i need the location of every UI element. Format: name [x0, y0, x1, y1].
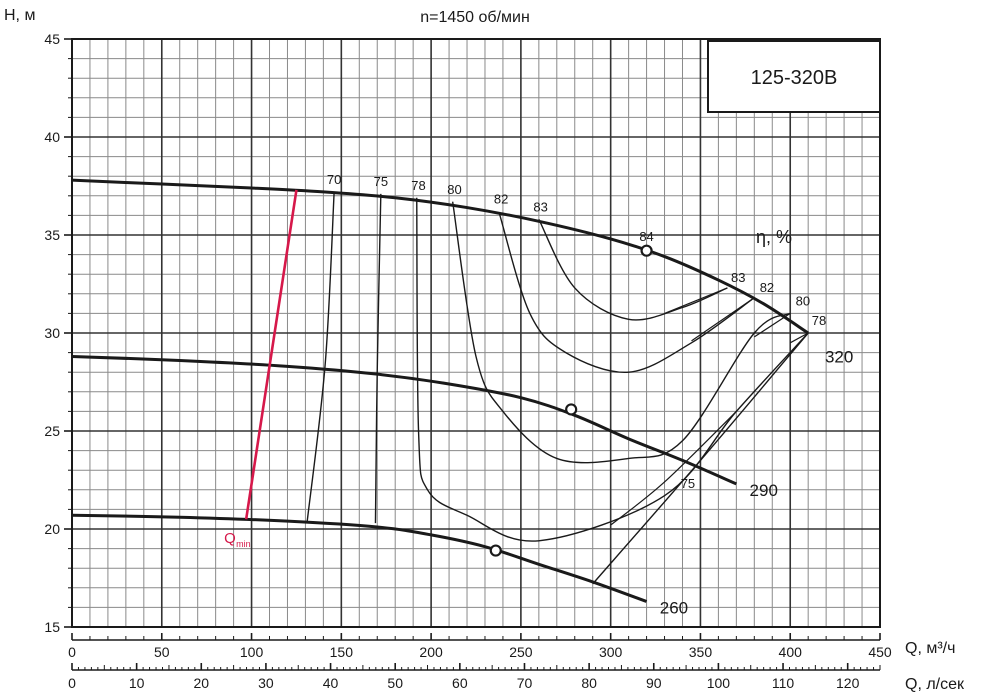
y-tick-label: 25: [44, 423, 60, 439]
x-tick-label: 300: [599, 644, 623, 660]
efficiency-title: η, %: [756, 227, 792, 247]
y-tick-label: 15: [44, 619, 60, 635]
y-tick-label: 45: [44, 31, 60, 47]
qmin-line: [244, 189, 298, 520]
efficiency-curve-80: [451, 201, 791, 464]
head-curve-320: [71, 178, 809, 335]
bep-marker-320: [640, 244, 653, 257]
x-tick-label: 250: [509, 644, 533, 660]
efficiency-connector: [789, 332, 809, 344]
efficiency-label-right-82: 82: [760, 280, 774, 295]
axes: [64, 38, 881, 671]
efficiency-curves: [306, 191, 809, 585]
qmin-label: Q: [224, 530, 236, 547]
x2-tick-label: 20: [193, 675, 209, 691]
efficiency-curve-78: [416, 197, 809, 542]
x-tick-label: 450: [868, 644, 892, 660]
y-tick-label: 20: [44, 521, 60, 537]
efficiency-curve-75: [374, 193, 382, 524]
x2-tick-label: 30: [258, 675, 274, 691]
efficiency-label-80: 80: [447, 182, 461, 197]
curve-label-260: 260: [660, 598, 688, 617]
efficiency-label-75-lower: 75: [681, 476, 695, 491]
y-axis-title: H, м: [4, 7, 35, 24]
bep-marker-260: [489, 544, 502, 557]
x-tick-label: 50: [154, 644, 170, 660]
efficiency-label-82: 82: [494, 192, 508, 207]
efficiency-label-83: 83: [533, 199, 547, 214]
efficiency-connector: [691, 297, 755, 342]
efficiency-curve-82: [498, 213, 755, 373]
grid-major: [71, 38, 881, 628]
x2-tick-label: 0: [68, 675, 76, 691]
curve-label-320: 320: [825, 348, 853, 367]
efficiency-connector: [664, 287, 728, 314]
x2-tick-label: 50: [387, 675, 403, 691]
y-tick-label: 30: [44, 325, 60, 341]
efficiency-curve-75-lower: [592, 332, 809, 585]
y-tick-label: 40: [44, 129, 60, 145]
x2-tick-label: 90: [646, 675, 662, 691]
efficiency-curve-83: [538, 218, 728, 321]
x-tick-label: 200: [419, 644, 443, 660]
x2-tick-label: 40: [323, 675, 339, 691]
model-label-box: [707, 40, 881, 113]
x2-axis-title: Q, л/сек: [905, 676, 965, 693]
curve-label-290: 290: [750, 481, 778, 500]
efficiency-curve-75-tail: [610, 410, 737, 526]
model-label: 125-320B: [751, 67, 838, 89]
efficiency-label-right-83: 83: [731, 270, 745, 285]
y-tick-label: 35: [44, 227, 60, 243]
efficiency-label-right-80: 80: [796, 294, 810, 309]
efficiency-label-70: 70: [327, 172, 341, 187]
chart-title: n=1450 об/мин: [420, 9, 530, 26]
efficiency-label-78: 78: [411, 178, 425, 193]
efficiency-label-84: 84: [639, 229, 653, 244]
x-tick-label: 400: [779, 644, 803, 660]
head-curve-290: [71, 355, 737, 486]
x2-tick-label: 60: [452, 675, 468, 691]
x2-tick-label: 70: [517, 675, 533, 691]
efficiency-label-75: 75: [374, 174, 388, 189]
bep-marker-290: [565, 403, 578, 416]
qmin-label-sub: min: [236, 539, 251, 549]
efficiency-curve-70: [306, 191, 335, 522]
x-tick-label: 350: [689, 644, 713, 660]
x2-tick-label: 10: [129, 675, 145, 691]
x2-tick-label: 80: [581, 675, 597, 691]
x-tick-label: 150: [330, 644, 354, 660]
x-tick-label: 100: [240, 644, 264, 660]
x2-tick-label: 110: [772, 675, 795, 691]
x2-tick-label: 120: [836, 675, 860, 691]
x2-tick-label: 100: [707, 675, 731, 691]
efficiency-label-right-78: 78: [812, 313, 826, 328]
head-curves: [71, 178, 809, 603]
x-tick-label: 0: [68, 644, 76, 660]
head-curve-260: [71, 513, 648, 603]
x-axis-title: Q, м³/ч: [905, 640, 955, 657]
